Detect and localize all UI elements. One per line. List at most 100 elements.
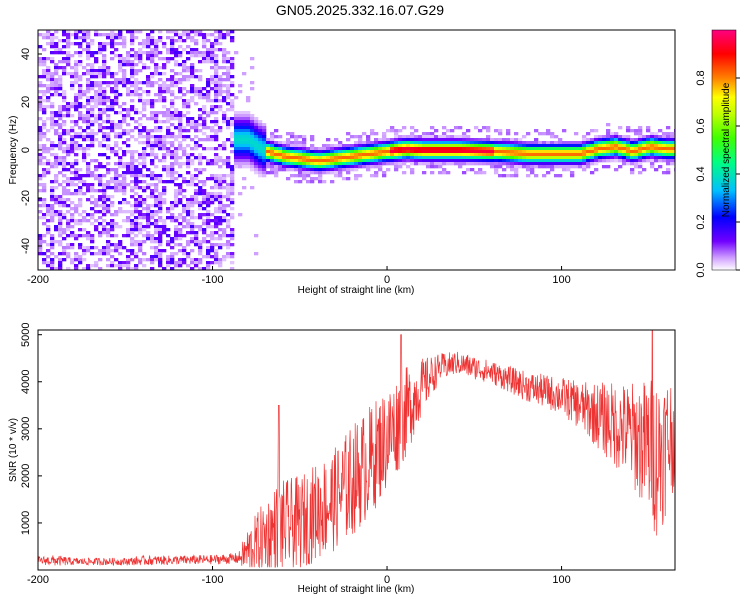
spectrogram-cell: [90, 234, 95, 238]
spectrogram-cell: [114, 246, 119, 250]
spectrogram-cell: [582, 162, 587, 166]
spectrogram-cell: [226, 156, 231, 160]
spectrogram-cell: [166, 171, 171, 175]
spectrogram-cell: [58, 111, 63, 115]
spectrogram-cell: [534, 147, 539, 151]
spectrogram-cell: [202, 189, 207, 193]
spectrogram-cell: [50, 195, 55, 199]
spectrogram-cell: [146, 102, 151, 106]
spectrogram-cell: [486, 144, 491, 148]
spectrogram-cell: [122, 114, 127, 118]
spectrogram-cell: [74, 96, 79, 100]
spectrogram-cell: [234, 123, 239, 127]
spectrogram-cell: [294, 168, 299, 172]
spectrogram-cell: [534, 165, 539, 169]
spectrogram-cell: [486, 147, 491, 151]
spectrogram-cell: [110, 168, 115, 172]
spectrogram-cell: [306, 180, 311, 184]
spectrogram-cell: [330, 150, 335, 154]
spectrogram-cell: [70, 126, 75, 130]
spectrogram-cell: [218, 84, 223, 88]
spectrogram-cell: [86, 102, 91, 106]
spectrogram-cell: [482, 171, 487, 175]
spectrogram-cell: [530, 141, 535, 145]
spectrogram-cell: [154, 204, 159, 208]
spectrogram-cell: [70, 216, 75, 220]
spectrogram-cell: [214, 216, 219, 220]
spectrogram-cell: [98, 249, 103, 253]
spectrogram-cell: [142, 135, 147, 139]
spectrogram-cell: [94, 117, 99, 121]
spectrogram-cell: [106, 228, 111, 232]
spectrogram-cell: [66, 105, 71, 109]
spectrogram-cell: [42, 90, 47, 94]
spectrogram-cell: [430, 141, 435, 145]
spectrogram-cell: [382, 174, 387, 178]
spectrogram-cell: [166, 132, 171, 136]
spectrogram-cell: [54, 66, 59, 70]
spectrogram-cell: [194, 237, 199, 241]
spectrogram-cell: [570, 162, 575, 166]
spectrogram-cell: [110, 39, 115, 43]
spectrogram-cell: [198, 117, 203, 121]
spectrogram-cell: [154, 255, 159, 259]
spectrogram-cell: [50, 261, 55, 265]
spectrogram-cell: [94, 138, 99, 142]
spectrogram-cell: [74, 267, 79, 270]
spectrogram-cell: [498, 174, 503, 178]
spectrogram-cell: [102, 42, 107, 46]
spectrogram-cell: [186, 162, 191, 166]
spectrogram-cell: [62, 165, 67, 169]
spectrogram-cell: [154, 69, 159, 73]
spectrogram-cell: [70, 219, 75, 223]
spectrogram-cell: [514, 162, 519, 166]
spectrogram-cell: [154, 117, 159, 121]
spectrogram-cell: [202, 93, 207, 97]
spectrogram-cell: [62, 204, 67, 208]
spectrogram-cell: [74, 66, 79, 70]
spectrogram-cell: [134, 57, 139, 61]
spectrogram-cell: [138, 99, 143, 103]
spectrogram-cell: [230, 192, 235, 196]
spectrogram-cell: [182, 75, 187, 79]
spectrogram-cell: [422, 132, 427, 136]
spectrogram-cell: [242, 144, 247, 148]
spectrogram-cell: [138, 201, 143, 205]
spectrogram-cell: [118, 201, 123, 205]
spectrogram-cell: [82, 234, 87, 238]
spectrogram-cell: [150, 36, 155, 40]
spectrogram-cell: [498, 156, 503, 160]
spectrogram-cell: [146, 135, 151, 139]
spectrogram-cell: [186, 99, 191, 103]
spectrogram-cell: [614, 147, 619, 151]
spectrogram-cell: [158, 207, 163, 211]
spectrogram-cell: [114, 168, 119, 172]
spectrogram-cell: [218, 159, 223, 163]
spectrogram-cell: [90, 141, 95, 145]
spectrogram-cell: [130, 252, 135, 256]
spectrogram-cell: [190, 177, 195, 181]
spectrogram-cell: [202, 267, 207, 270]
spectrogram-cell: [62, 96, 67, 100]
spectrogram-cell: [470, 162, 475, 166]
spectrogram-cell: [226, 30, 231, 34]
spectrogram-cell: [246, 147, 251, 151]
spectrogram-cell: [634, 165, 639, 169]
spectrogram-cell: [470, 138, 475, 142]
spectrogram-cell: [214, 261, 219, 265]
spectrogram-cell: [66, 243, 71, 247]
spectrogram-cell: [150, 171, 155, 175]
spectrogram-cell: [138, 42, 143, 46]
spectrogram-cell: [54, 69, 59, 73]
spectrogram-cell: [42, 123, 47, 127]
spectrogram-cell: [94, 120, 99, 124]
spectrogram-cell: [234, 120, 239, 124]
spectrogram-cell: [190, 39, 195, 43]
spectrogram-cell: [170, 114, 175, 118]
spectrogram-cell: [534, 153, 539, 157]
spectrogram-cell: [182, 180, 187, 184]
spectrogram-cell: [198, 240, 203, 244]
spectrogram-cell: [186, 111, 191, 115]
spectrogram-cell: [166, 114, 171, 118]
spectrogram-cell: [194, 216, 199, 220]
